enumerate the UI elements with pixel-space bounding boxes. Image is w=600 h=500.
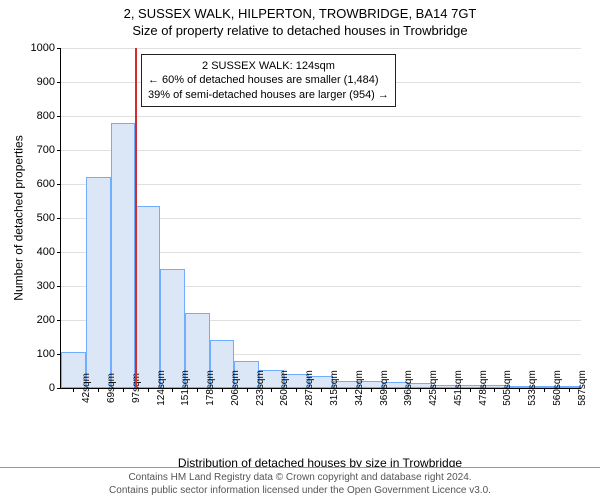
chart-area: 0100200300400500600700800900100042sqm69s… xyxy=(60,48,580,428)
xtick-label: 69sqm xyxy=(102,373,117,403)
annotation-box: 2 SUSSEX WALK: 124sqm ← 60% of detached … xyxy=(141,54,396,107)
ytick-label: 300 xyxy=(37,280,61,292)
xtick-label: 451sqm xyxy=(449,370,464,406)
xtick-label: 233sqm xyxy=(251,370,266,406)
xtick-mark xyxy=(247,388,248,392)
address-title: 2, SUSSEX WALK, HILPERTON, TROWBRIDGE, B… xyxy=(0,0,600,21)
xtick-mark xyxy=(395,388,396,392)
ytick-label: 500 xyxy=(37,212,61,224)
xtick-mark xyxy=(197,388,198,392)
gridline xyxy=(61,116,581,117)
property-marker-line xyxy=(135,48,137,388)
xtick-mark xyxy=(98,388,99,392)
xtick-label: 369sqm xyxy=(375,370,390,406)
footer-line: Contains public sector information licen… xyxy=(8,485,592,498)
xtick-label: 206sqm xyxy=(226,370,241,406)
xtick-label: 587sqm xyxy=(573,370,588,406)
xtick-label: 315sqm xyxy=(325,370,340,406)
xtick-mark xyxy=(321,388,322,392)
xtick-label: 260sqm xyxy=(275,370,290,406)
xtick-mark xyxy=(148,388,149,392)
xtick-mark xyxy=(172,388,173,392)
xtick-mark xyxy=(123,388,124,392)
xtick-mark xyxy=(494,388,495,392)
ytick-label: 900 xyxy=(37,76,61,88)
annotation-line: ← 60% of detached houses are smaller (1,… xyxy=(148,73,389,87)
footer-line: Contains HM Land Registry data © Crown c… xyxy=(8,472,592,485)
gridline xyxy=(61,184,581,185)
ytick-label: 200 xyxy=(37,314,61,326)
xtick-mark xyxy=(371,388,372,392)
xtick-label: 478sqm xyxy=(474,370,489,406)
xtick-mark xyxy=(271,388,272,392)
xtick-mark xyxy=(222,388,223,392)
gridline xyxy=(61,48,581,49)
gridline xyxy=(61,150,581,151)
ytick-label: 0 xyxy=(49,382,61,394)
histogram-bar xyxy=(111,123,136,388)
ytick-label: 100 xyxy=(37,348,61,360)
histogram-bar xyxy=(86,177,111,388)
xtick-label: 396sqm xyxy=(399,370,414,406)
ytick-label: 600 xyxy=(37,178,61,190)
annotation-line: 39% of semi-detached houses are larger (… xyxy=(148,88,389,102)
xtick-mark xyxy=(544,388,545,392)
xtick-mark xyxy=(296,388,297,392)
xtick-label: 560sqm xyxy=(548,370,563,406)
ytick-label: 700 xyxy=(37,144,61,156)
xtick-label: 533sqm xyxy=(523,370,538,406)
xtick-mark xyxy=(569,388,570,392)
xtick-label: 505sqm xyxy=(498,370,513,406)
xtick-label: 425sqm xyxy=(424,370,439,406)
xtick-mark xyxy=(420,388,421,392)
plot-region: 0100200300400500600700800900100042sqm69s… xyxy=(60,48,581,389)
xtick-label: 287sqm xyxy=(300,370,315,406)
chart-subtitle: Size of property relative to detached ho… xyxy=(0,21,600,38)
xtick-label: 342sqm xyxy=(350,370,365,406)
xtick-mark xyxy=(346,388,347,392)
histogram-bar xyxy=(135,206,160,388)
xtick-label: 124sqm xyxy=(152,370,167,406)
annotation-line: 2 SUSSEX WALK: 124sqm xyxy=(148,59,389,73)
ytick-label: 1000 xyxy=(31,42,61,54)
xtick-mark xyxy=(470,388,471,392)
footer-attribution: Contains HM Land Registry data © Crown c… xyxy=(0,467,600,500)
ytick-label: 400 xyxy=(37,246,61,258)
xtick-mark xyxy=(519,388,520,392)
ytick-label: 800 xyxy=(37,110,61,122)
xtick-label: 178sqm xyxy=(201,370,216,406)
xtick-label: 151sqm xyxy=(176,370,191,406)
xtick-mark xyxy=(445,388,446,392)
xtick-label: 42sqm xyxy=(77,373,92,403)
xtick-mark xyxy=(73,388,74,392)
y-axis-label: Number of detached properties xyxy=(12,48,26,388)
